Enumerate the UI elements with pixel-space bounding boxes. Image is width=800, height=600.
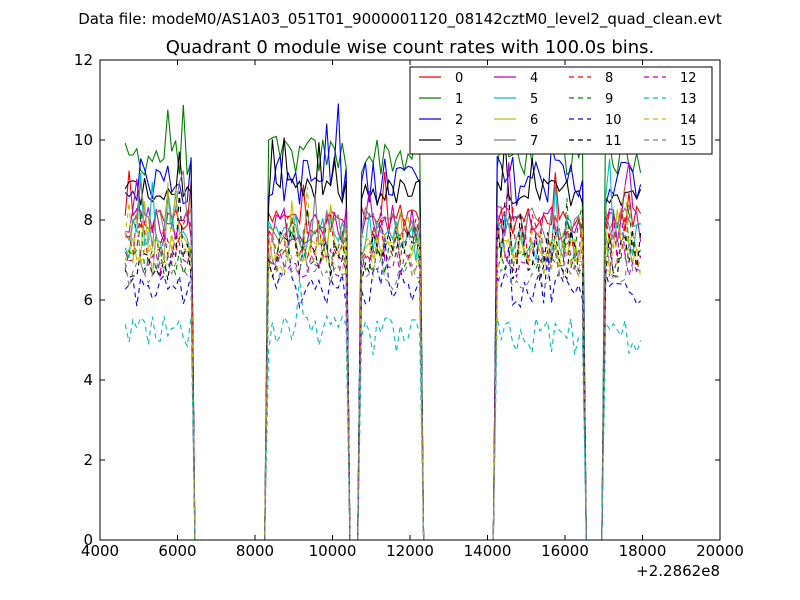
legend-label-9: 9 — [605, 92, 613, 107]
y-tick-label: 6 — [83, 291, 93, 309]
series-line-3 — [124, 137, 642, 540]
y-tick-label: 8 — [83, 211, 93, 229]
series-line-2 — [124, 103, 642, 540]
legend-label-11: 11 — [605, 134, 622, 149]
x-tick-label: 4000 — [81, 542, 119, 560]
legend-label-3: 3 — [455, 134, 463, 149]
legend-label-12: 12 — [680, 71, 697, 86]
y-tick-label: 4 — [83, 371, 93, 389]
legend-box — [409, 66, 713, 155]
legend-label-4: 4 — [530, 71, 538, 86]
series-line-11 — [124, 191, 642, 540]
series-line-4 — [125, 162, 642, 540]
series-line-6 — [124, 200, 642, 540]
x-tick-label: 18000 — [619, 542, 667, 560]
legend-label-1: 1 — [455, 92, 463, 107]
legend-label-2: 2 — [455, 113, 463, 128]
x-tick-label: 20000 — [696, 542, 744, 560]
chart-title: Quadrant 0 module wise count rates with … — [166, 37, 655, 58]
x-tick-label: 10000 — [309, 542, 357, 560]
y-tick-label: 12 — [74, 51, 93, 69]
x-offset-label: +2.2862e8 — [636, 562, 720, 580]
series-line-7 — [124, 170, 641, 540]
y-tick-label: 0 — [83, 531, 93, 549]
series-line-10 — [124, 237, 641, 540]
series-line-14 — [124, 181, 642, 540]
x-tick-label: 8000 — [236, 542, 274, 560]
x-tick-label: 12000 — [386, 542, 434, 560]
series-line-0 — [124, 170, 642, 540]
legend-label-14: 14 — [680, 113, 697, 128]
legend-label-6: 6 — [530, 113, 538, 128]
series-line-12 — [124, 205, 642, 540]
legend-label-10: 10 — [605, 113, 622, 128]
legend-label-13: 13 — [680, 92, 697, 107]
y-tick-label: 2 — [83, 451, 93, 469]
legend-label-0: 0 — [455, 71, 463, 86]
legend-label-8: 8 — [605, 71, 613, 86]
y-tick-label: 10 — [74, 131, 93, 149]
x-axis: 4000 6000 8000 10000 12000 14000 16000 18000 200… — [81, 60, 744, 560]
legend-label-15: 15 — [680, 134, 697, 149]
chart-suptitle: Data file: modeM0/AS1A03_051T01_90000011… — [78, 10, 722, 29]
x-tick-label: 16000 — [541, 542, 589, 560]
series-layer — [124, 101, 642, 540]
x-tick-label: 14000 — [464, 542, 512, 560]
legend-label-5: 5 — [530, 92, 538, 107]
series-line-5 — [124, 158, 641, 540]
series-line-13 — [124, 278, 642, 540]
series-line-15 — [124, 229, 641, 540]
legend-label-7: 7 — [530, 134, 538, 149]
x-tick-label: 6000 — [158, 542, 196, 560]
